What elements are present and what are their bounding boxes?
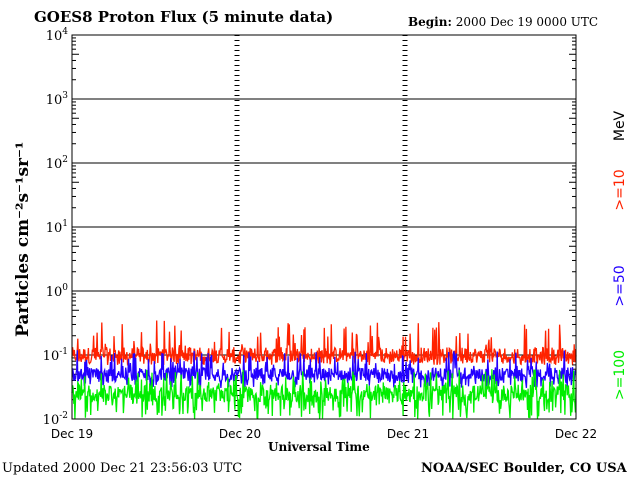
updated-timestamp: Updated 2000 Dec 21 23:56:03 UTC bbox=[2, 461, 242, 476]
begin-value: 2000 Dec 19 0000 UTC bbox=[455, 15, 599, 29]
chart-title: GOES8 Proton Flux (5 minute data) bbox=[34, 8, 334, 26]
y-tick-label: 103 bbox=[46, 91, 69, 108]
y-tick-label: 101 bbox=[46, 219, 68, 236]
plot-frame bbox=[71, 34, 577, 420]
begin-time: Begin: 2000 Dec 19 0000 UTC bbox=[408, 15, 598, 29]
x-tick-label: Dec 21 bbox=[387, 427, 429, 441]
x-tick-label: Dec 19 bbox=[51, 427, 93, 441]
y-axis-label: Particles cm⁻²s⁻¹sr⁻¹ bbox=[13, 141, 33, 337]
y-tick-label: 104 bbox=[46, 27, 69, 44]
x-tick-label: Dec 20 bbox=[219, 427, 261, 441]
legend-ge10: >=10 bbox=[612, 169, 628, 211]
legend-ge50: >=50 bbox=[612, 265, 628, 307]
x-axis-label: Universal Time bbox=[268, 440, 370, 454]
y-tick-label: 10-2 bbox=[43, 411, 68, 428]
begin-label: Begin: bbox=[408, 15, 452, 29]
series-line-0 bbox=[71, 320, 577, 367]
updated-value: 2000 Dec 21 23:56:03 UTC bbox=[62, 461, 243, 476]
series-line-2 bbox=[71, 369, 577, 420]
x-tick-label: Dec 22 bbox=[555, 427, 597, 441]
legend-unit: MeV bbox=[612, 110, 628, 142]
y-tick-label: 100 bbox=[46, 283, 69, 300]
y-tick-label: 102 bbox=[46, 155, 68, 172]
y-tick-label: 10-1 bbox=[43, 347, 68, 364]
legend-ge100: >=100 bbox=[612, 349, 628, 401]
credit-text: NOAA/SEC Boulder, CO USA bbox=[421, 461, 627, 476]
updated-label: Updated bbox=[2, 461, 59, 476]
